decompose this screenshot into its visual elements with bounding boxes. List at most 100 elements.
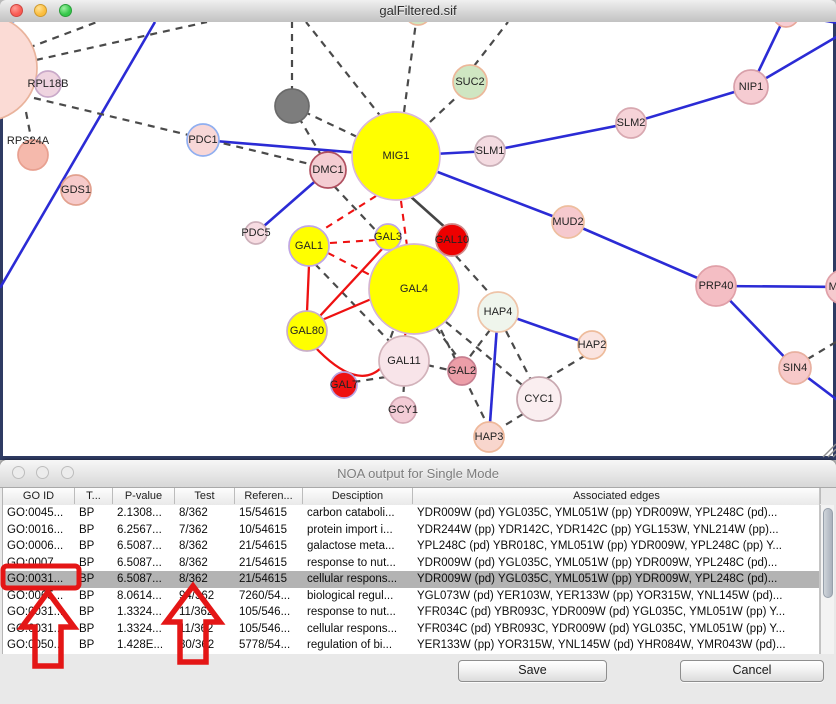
node-label: GDS1 [61,184,91,196]
table-row[interactable]: GO:0065... BP 8.0614... 94/362 7260/54... bio… [3,587,819,605]
table-cell: 1.3324... [117,606,162,618]
node-PDC1[interactable]: PDC1 [186,123,220,157]
table-cell: 1.3324... [117,622,162,635]
node-MUD2[interactable]: MUD2 [551,205,585,239]
column-header-1[interactable]: T... [75,488,113,504]
edge-dash [353,375,387,384]
table-cell: YFR034C (pd) YBR093C, YDR009W (pd) YGL03… [417,606,786,618]
table-row[interactable]: GO:0031... BP 6.5087... 8/362 21/54615 cellul… [3,571,819,588]
resize-grip-icon[interactable] [822,443,836,458]
column-header-5[interactable]: Desciption [303,488,413,504]
table-row[interactable]: GO:0045... BP 2.1308... 8/362 15/54615 carbon… [3,505,819,522]
table-cell: 2.1308... [117,507,162,519]
node-GAL11[interactable]: GAL11 [378,335,430,387]
table-cell: 21/54615 [239,540,287,552]
table-cell: YER133W (pp) YOR315W, YNL145W (pd) YHR08… [417,639,786,651]
column-header-4[interactable]: Referen... [235,488,303,504]
table-row[interactable]: GO:0007... BP 6.5087... 8/362 21/54615 respon… [3,554,819,572]
table-row[interactable]: GO:0031... BP 1.3324... 11/362 105/546... res… [3,604,819,621]
node-label: PDC5 [241,227,270,239]
table-cell: 7/362 [179,523,208,536]
node-GDS1[interactable]: GDS1 [60,174,92,206]
node-HAP2[interactable]: HAP2 [577,330,607,360]
node-label: GAL1 [295,240,323,252]
node-GAL4[interactable]: GAL4 [368,243,460,335]
table-cell: response to nut... [307,556,396,569]
node-HAP3[interactable]: HAP3 [473,421,505,453]
node-SLM2[interactable]: SLM2 [615,107,647,139]
close-button-icon[interactable] [10,4,23,17]
node-MIG1[interactable]: MIG1 [351,111,441,201]
table-header-row: GO ID T... P-value Test Referen... Desciption… [3,488,821,506]
table-cell: 8/362 [179,573,208,585]
edge-red [321,295,377,322]
table-cell: BP [79,540,95,552]
table-cell: GO:0031... [7,622,64,635]
table-cell: regulation of bi... [307,639,393,651]
column-header-3[interactable]: Test [175,488,235,504]
column-header-6[interactable]: Associated edges [413,488,821,504]
scrollbar-thumb[interactable] [822,508,833,598]
network-canvas[interactable]: RPL18B RPS24A GDS1 PDC1 DMC1 MIG1 SUC2 SLM1 SLM2… [0,22,836,460]
node-GAL2[interactable]: GAL2 [447,356,477,386]
node-PRP40[interactable]: PRP40 [695,265,737,307]
node-PDC5[interactable]: PDC5 [241,221,271,245]
zoom-button-icon[interactable] [60,466,74,479]
node-label: HAP2 [578,339,607,351]
node-unnamed[interactable] [405,22,431,26]
edge-red [313,345,384,377]
column-header-2[interactable]: P-value [113,488,175,504]
resize-grip-icon[interactable] [827,448,836,458]
noa-window-titlebar[interactable]: NOA output for Single Mode [0,460,836,488]
node-SUC2[interactable]: SUC2 [452,64,488,100]
table-cell: GO:0031... [7,606,64,618]
node-GAL1[interactable]: GAL1 [288,225,330,267]
node-CYC1[interactable]: CYC1 [516,376,562,422]
table-cell: biological regul... [307,589,394,602]
column-header-0[interactable]: GO ID [3,488,75,504]
table-cell: YPL248C (pd) YBR018C, YML051W (pp) YDR00… [417,540,783,552]
edge-dash [33,96,319,168]
node-SLM1[interactable]: SLM1 [474,135,506,167]
node-SIN4[interactable]: SIN4 [778,351,812,385]
node-MSL1[interactable]: MSL1 [825,270,836,304]
table-scrollbar[interactable] [820,505,834,654]
cancel-button[interactable]: Cancel [680,660,824,682]
table-row[interactable]: GO:0006... BP 6.5087... 8/362 21/54615 galact… [3,538,819,555]
node-RPL18B[interactable]: RPL18B [28,70,69,98]
node-GCY1[interactable]: GCY1 [388,396,418,424]
table-cell: YDR009W (pd) YGL035C, YML051W (pp) YDR00… [417,573,778,585]
zoom-button-icon[interactable] [58,4,72,17]
node-RPS24A[interactable]: RPS24A [7,135,50,171]
node-DMC1[interactable]: DMC1 [309,151,347,189]
minimize-button-icon[interactable] [36,466,50,479]
node-HAP4[interactable]: HAP4 [477,291,519,333]
table-row[interactable]: GO:0031... BP 1.3324... 11/362 105/546... cel… [3,620,819,638]
table-cell: GO:0065... [7,589,64,602]
table-row[interactable]: GO:0050... BP 1.428E... 80/362 5778/54... reg… [3,637,819,654]
node-NIP1[interactable]: NIP1 [733,69,769,105]
node-label: DMC1 [312,164,343,176]
close-button-icon[interactable] [12,466,25,479]
node-unnamed[interactable] [0,22,38,121]
table-cell: BP [79,589,95,602]
node-GAL80[interactable]: GAL80 [286,310,328,352]
graph-window-titlebar[interactable]: galFiltered.sif [0,0,836,23]
node-unnamed[interactable] [773,22,799,28]
edge-blue [715,284,836,289]
node-GAL3[interactable]: GAL3 [374,223,402,251]
table-row[interactable]: GO:0016... BP 6.2567... 7/362 10/54615 protei… [3,521,819,539]
node-GAL7[interactable]: GAL7 [330,371,358,399]
edge-dash [426,363,450,372]
node-unnamed[interactable] [274,88,310,124]
node-label: GAL3 [374,231,402,243]
save-button[interactable]: Save [458,660,607,682]
edge-dash [545,354,587,380]
table-cell: 8/362 [179,540,208,552]
table-cell: 6.5087... [117,540,162,552]
minimize-button-icon[interactable] [34,4,48,17]
table-cell: GO:0007... [7,556,64,569]
node-GAL10[interactable]: GAL10 [435,223,469,257]
node-label: GAL80 [290,325,324,337]
table-cell: 94/362 [179,589,215,602]
